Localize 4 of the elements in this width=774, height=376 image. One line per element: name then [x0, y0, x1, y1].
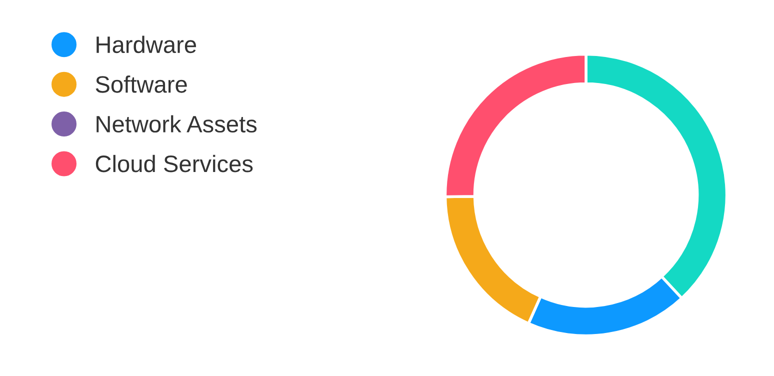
legend-label: Cloud Services [96, 154, 253, 172]
legend-label: Software [96, 76, 187, 93]
legend-label: Hardware [96, 36, 196, 54]
legend-label: Network Assets [96, 115, 257, 133]
